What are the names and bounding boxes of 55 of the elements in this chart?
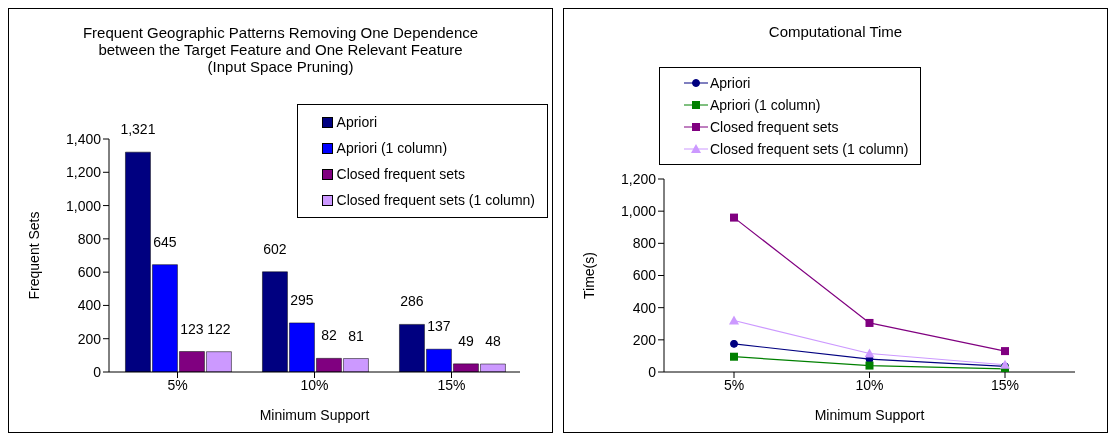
chart-title: Frequent Geographic Patterns Removing One Dependence between the Target Feature and One Relevant Feature (Input Space Pruning): [81, 23, 480, 75]
y-tick-label: 1,200: [65, 164, 102, 181]
x-axis-title: Minimum Support: [259, 407, 370, 423]
x-tick-label: 15%: [990, 376, 1020, 393]
point: [730, 352, 738, 361]
y-tick-label: 1,000: [620, 203, 657, 220]
point: [730, 339, 738, 348]
data-label: 286: [400, 293, 424, 310]
x-axis-title: Minimum Support: [814, 407, 925, 423]
legend-label: Apriori (1 column): [710, 97, 821, 113]
data-label: 295: [290, 291, 314, 308]
point: [865, 318, 874, 327]
y-axis-title: Time(s): [580, 252, 597, 299]
legend-label: Closed frequent sets: [336, 166, 465, 182]
point: [729, 315, 739, 325]
point: [864, 348, 875, 358]
legend-label: Apriori: [710, 75, 751, 91]
y-tick-label: 400: [632, 299, 657, 316]
x-tick-label: 5%: [167, 376, 188, 393]
y-tick-label: 600: [632, 267, 657, 284]
y-tick-label: 1,000: [65, 197, 102, 214]
x-tick-label: 10%: [300, 376, 329, 393]
y-tick-label: 800: [77, 230, 102, 247]
point: [865, 361, 874, 370]
legend-label: Apriori (1 column): [336, 140, 448, 156]
legend-label: Closed frequent sets (1 column): [336, 192, 535, 208]
x-tick-label: 5%: [723, 376, 745, 393]
data-label: 122: [207, 320, 231, 337]
y-tick-label: 0: [648, 363, 657, 380]
data-label: 1,321: [120, 121, 156, 138]
data-label: 82: [321, 327, 337, 344]
data-label: 137: [427, 318, 451, 335]
y-axis-title: Frequent Sets: [25, 211, 42, 300]
x-tick-label: 10%: [855, 376, 884, 393]
data-label: 123: [180, 320, 204, 337]
data-label: 645: [153, 233, 177, 250]
y-tick-label: 200: [77, 330, 102, 347]
legend-label: Closed frequent sets: [710, 119, 839, 135]
data-label: 48: [485, 333, 501, 350]
legend-label: Closed frequent sets (1 column): [710, 141, 909, 157]
y-tick-label: 600: [77, 264, 102, 281]
y-tick-label: 0: [93, 363, 102, 380]
y-tick-label: 400: [77, 297, 102, 314]
point: [1001, 347, 1009, 356]
data-label: 49: [458, 332, 474, 349]
y-tick-label: 1,400: [65, 130, 102, 147]
legend-label: Apriori: [336, 114, 378, 130]
point: [730, 213, 738, 222]
data-label: 81: [348, 327, 364, 344]
y-tick-label: 1,200: [620, 170, 657, 187]
x-tick-label: 15%: [437, 376, 466, 393]
y-tick-label: 800: [632, 235, 657, 252]
chart-title: Computational Time: [768, 23, 903, 40]
y-tick-label: 200: [632, 331, 657, 348]
data-label: 602: [263, 240, 287, 257]
